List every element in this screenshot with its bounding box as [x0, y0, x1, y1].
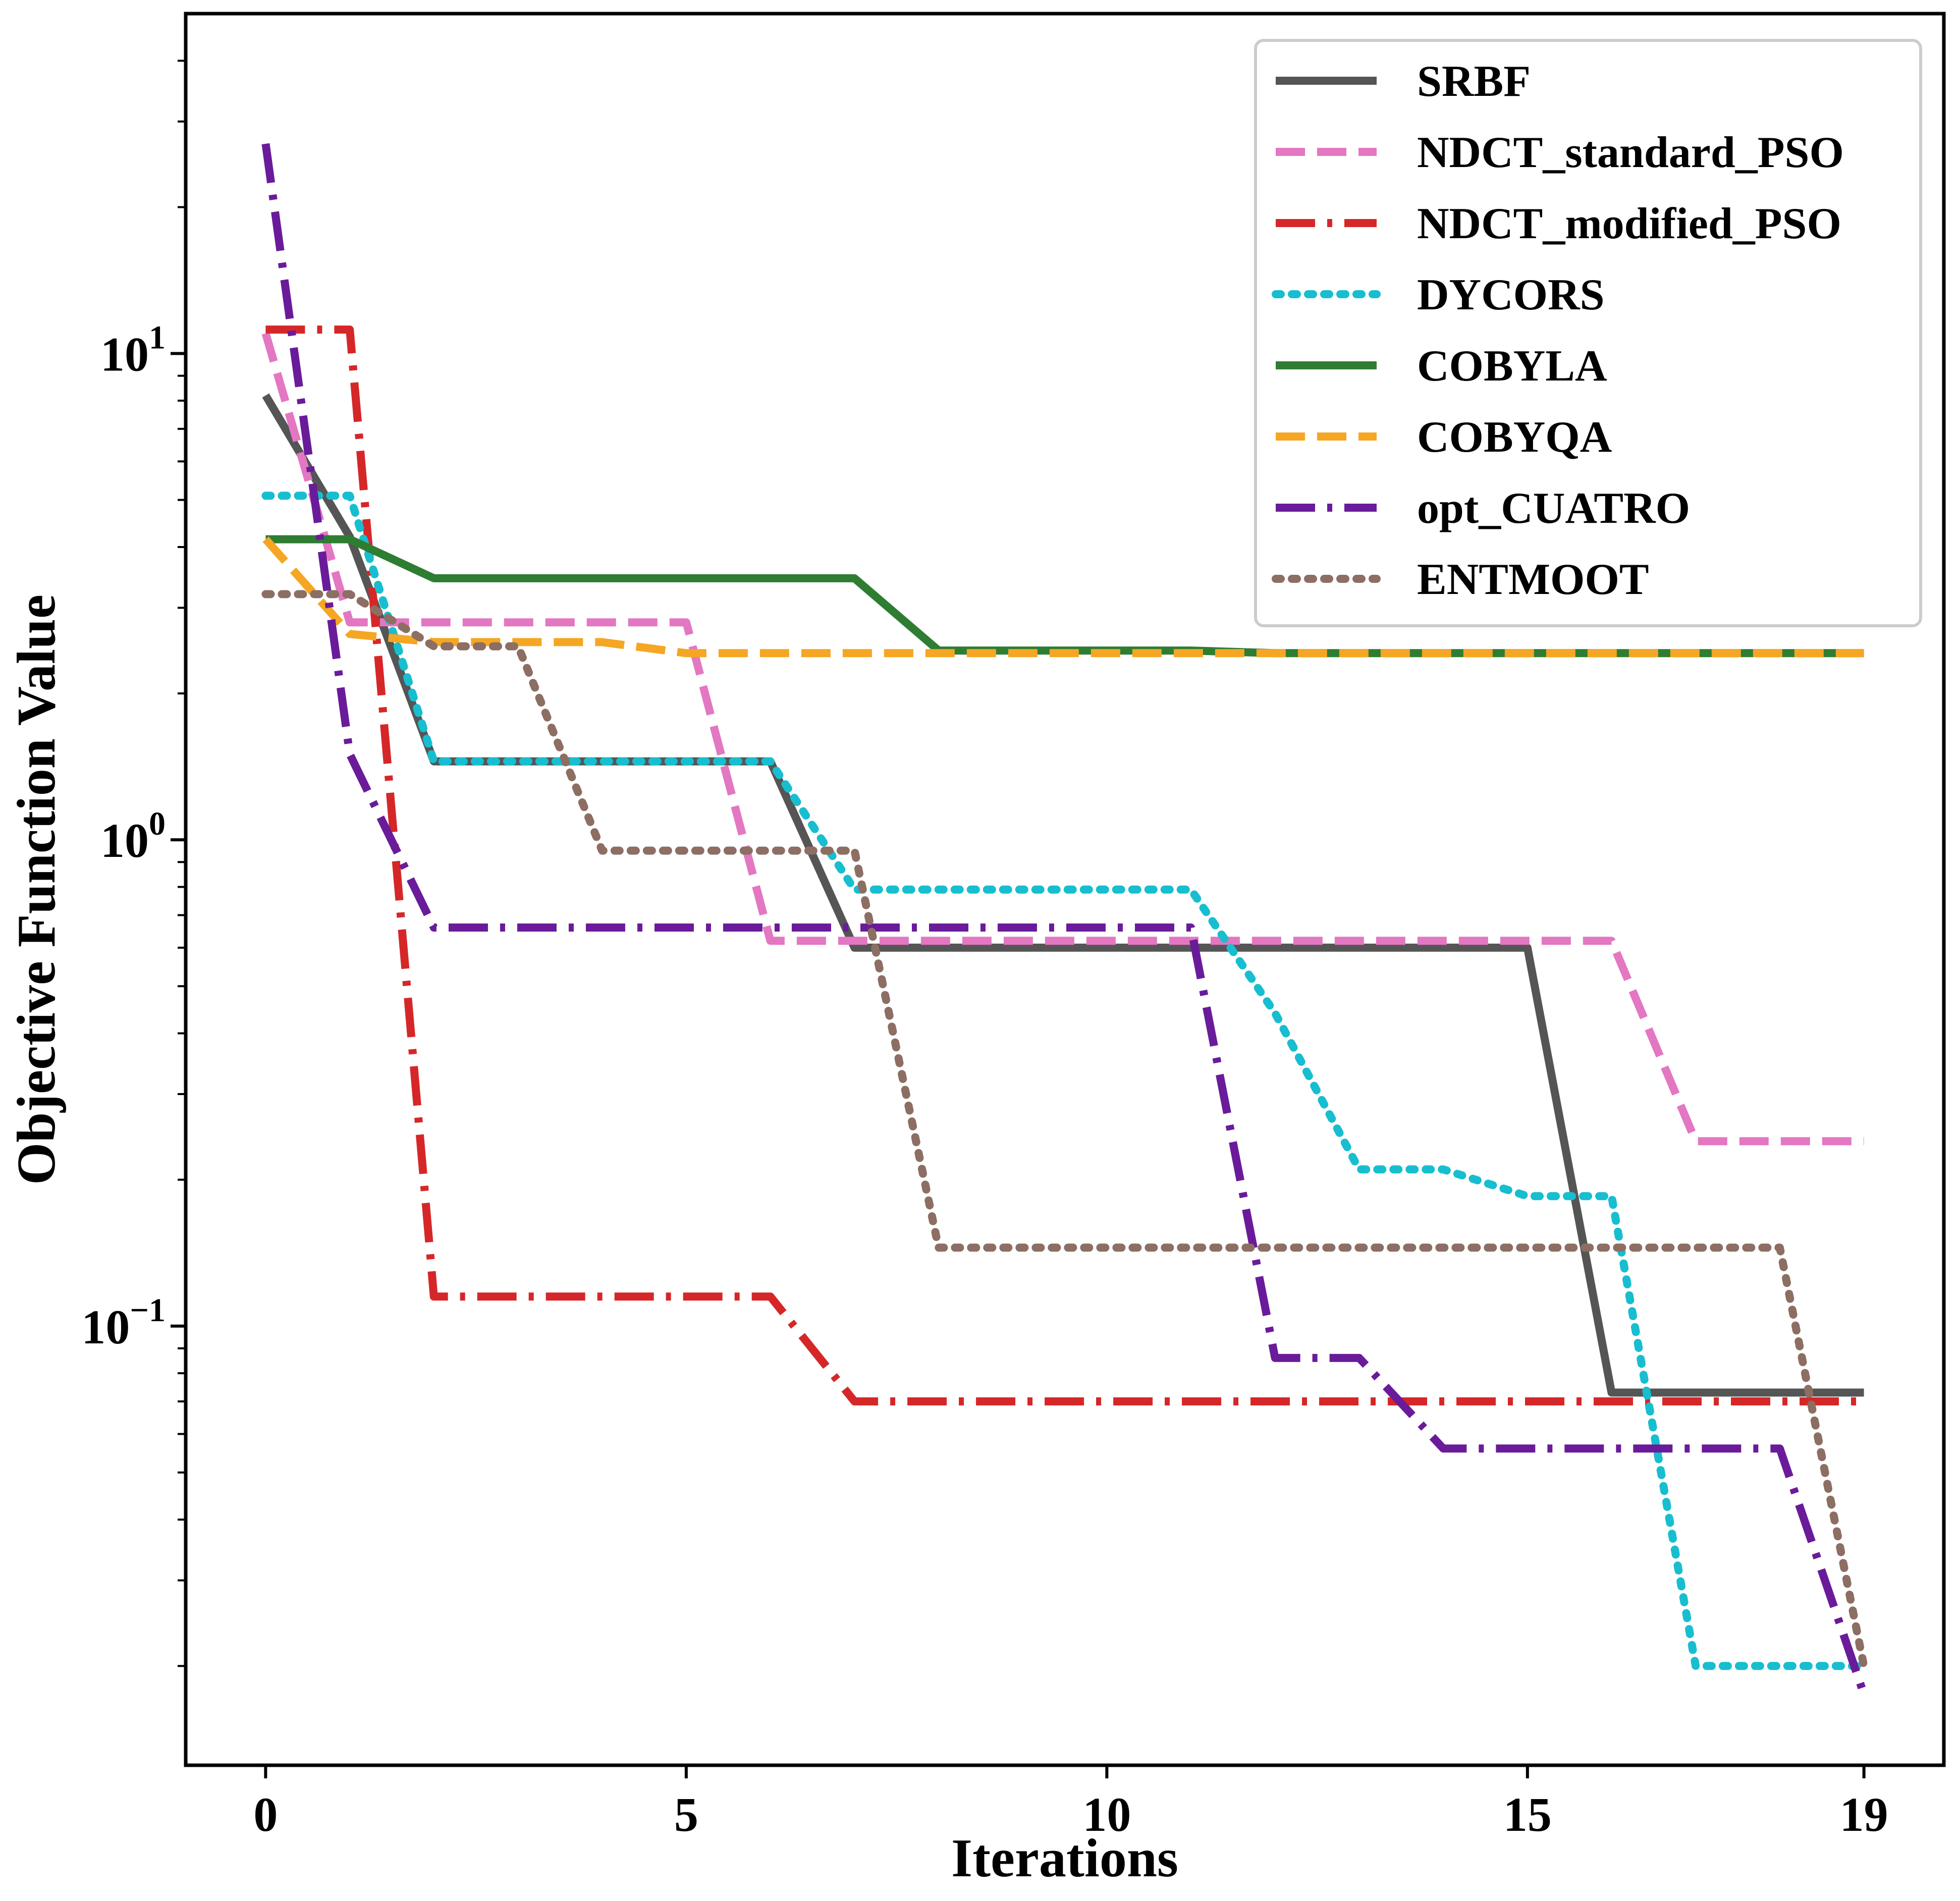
legend-label: COBYQA	[1417, 413, 1612, 462]
legend-label: opt_CUATRO	[1417, 484, 1690, 533]
series-line-entmoot	[261, 590, 1868, 1670]
legend: SRBF NDCT_standard_PSO NDCT_modified_PSO DY…	[1254, 39, 1922, 627]
legend-label: NDCT_standard_PSO	[1417, 128, 1844, 177]
series-line-ndct-modified-pso	[265, 325, 1864, 1405]
legend-label: ENTMOOT	[1417, 555, 1649, 604]
legend-label: SRBF	[1417, 57, 1531, 106]
legend-label: DYCORS	[1417, 270, 1605, 319]
x-tick-label: 5	[674, 1787, 698, 1841]
series-line-dycors	[261, 492, 1868, 1670]
plot-lines	[261, 143, 1868, 1696]
y-tick-label: 10−1	[81, 1292, 166, 1354]
x-tick-label: 10	[1082, 1787, 1131, 1841]
series-line-opt-cuatro	[261, 143, 1868, 1696]
x-tick-label: 19	[1840, 1787, 1888, 1841]
legend-box	[1254, 39, 1922, 627]
x-axis-label: Iterations	[951, 1828, 1178, 1888]
legend-label: NDCT_modified_PSO	[1417, 199, 1841, 248]
legend-label: COBYLA	[1417, 342, 1607, 391]
y-axis-label: Objective Function Value	[7, 594, 67, 1185]
x-tick-label: 0	[253, 1787, 278, 1841]
series-line-ndct-standard-pso	[261, 332, 1864, 1146]
series-line-cobyqa	[262, 536, 1864, 658]
x-tick-label: 15	[1503, 1787, 1552, 1841]
plot-frame	[184, 12, 1946, 1767]
